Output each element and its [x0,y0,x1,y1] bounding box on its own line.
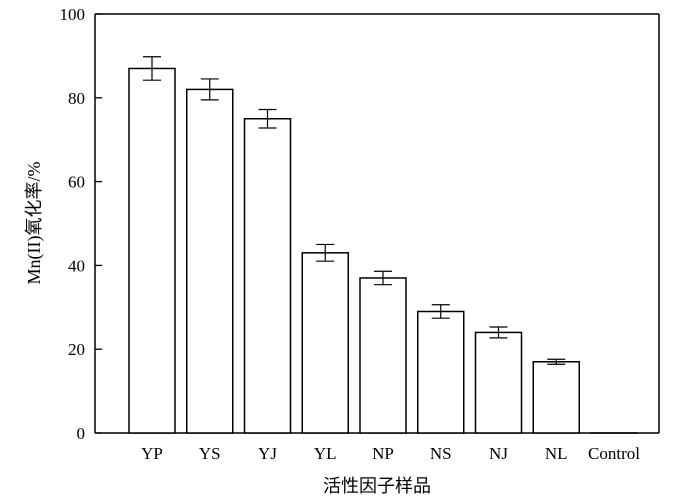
bar-nl [532,361,580,434]
x-tick-label-yp: YP [141,444,163,463]
bar-nj [474,331,523,434]
y-axis-ticks: 0 20 40 60 80 100 [60,5,102,443]
y-tick-label: 20 [68,340,85,359]
x-tick-label-nj: NJ [489,444,508,463]
y-tick-label: 100 [60,5,86,24]
bar-ys [186,88,234,434]
y-tick-label: 40 [68,256,85,275]
y-tick-label: 80 [68,89,85,108]
bar-ns [417,310,465,434]
x-tick-label-np: NP [372,444,394,463]
y-axis-title: Mn(II)氧化率/% [24,162,45,285]
bars [128,56,638,434]
plot-area: 0 20 40 60 80 100 YP YS YJ YL NP NS NJ NL Control [60,5,660,463]
bar-yp [128,67,176,434]
x-tick-label-ns: NS [430,444,452,463]
x-tick-label-nl: NL [545,444,568,463]
x-tick-label-ys: YS [199,444,221,463]
bar-yl [301,252,349,434]
y-tick-label: 0 [77,424,86,443]
x-axis-title: 活性因子样品 [323,476,431,496]
x-tick-label-yj: YJ [258,444,277,463]
x-tick-label-yl: YL [314,444,337,463]
bar-np [359,277,407,434]
x-axis-tick-labels: YP YS YJ YL NP NS NJ NL Control [141,444,640,463]
bar-yj [243,118,292,434]
x-tick-label-control: Control [588,444,640,463]
y-tick-label: 60 [68,173,85,192]
